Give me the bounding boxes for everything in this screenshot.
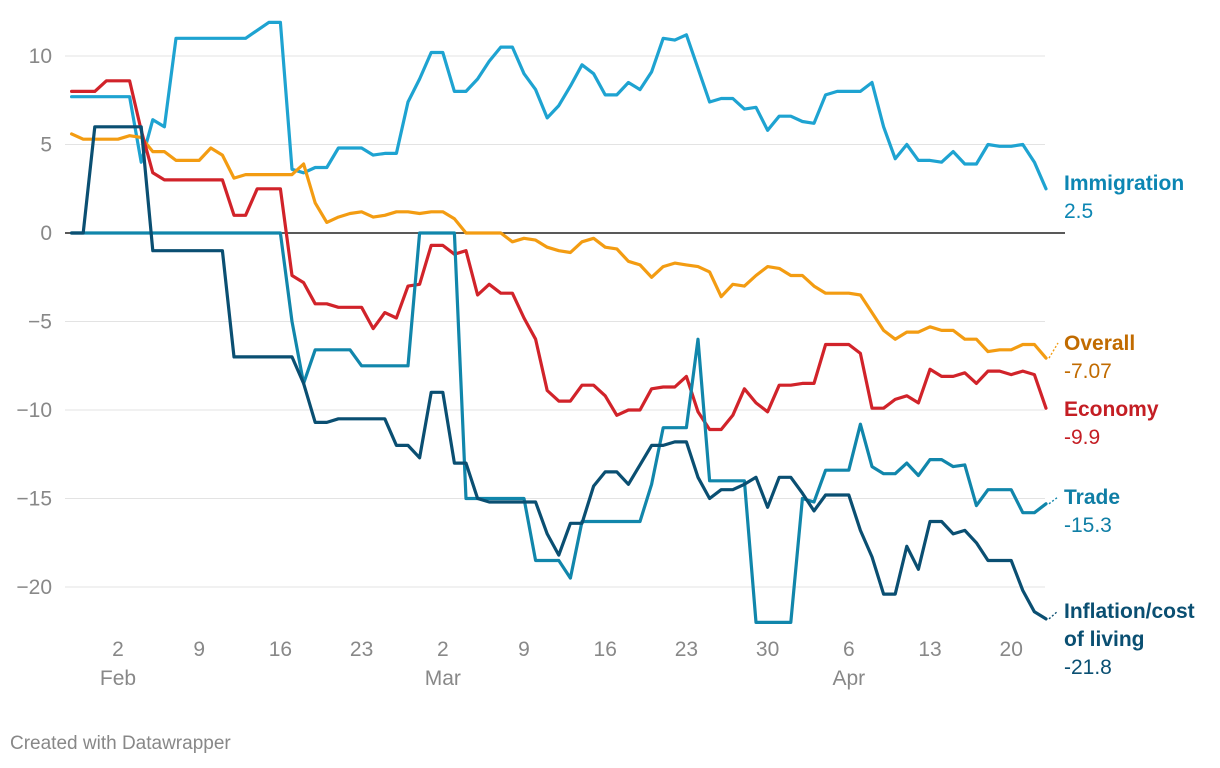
series-line-economy <box>70 79 1048 432</box>
y-tick-label: −15 <box>16 488 52 511</box>
x-tick-label: 16 <box>269 638 292 661</box>
y-tick-label: 5 <box>40 134 52 157</box>
x-tick-label: 23 <box>675 638 698 661</box>
x-tick-label: 9 <box>193 638 205 661</box>
series-name-label: Economy <box>1064 398 1159 421</box>
y-tick-label: 0 <box>40 222 52 245</box>
series-name-label: Inflation/cost <box>1064 600 1195 623</box>
y-tick-label: −10 <box>16 399 52 422</box>
x-month-label: Mar <box>425 667 461 690</box>
axes: 10 5 0 −5 −10 −15 −20 2 Feb 9 16 23 2 Mar 9 16 23 30 6 Apr 1… <box>16 45 1065 690</box>
series-line-immigration <box>70 20 1048 191</box>
x-tick-label: 20 <box>1000 638 1023 661</box>
series-final-value: 2.5 <box>1064 200 1093 223</box>
series-line-inflation-cost-of-living <box>70 125 1048 621</box>
x-tick-label: 23 <box>350 638 373 661</box>
series-name-label: of living <box>1064 628 1145 651</box>
gridlines <box>65 55 1045 588</box>
series-labels: Immigration 2.5 Overall -7.07 Economy -9.9 Tra… <box>1048 172 1195 679</box>
datawrapper-credit: Created with Datawrapper <box>10 733 231 754</box>
series-final-value: -7.07 <box>1064 360 1112 383</box>
x-tick-label: 6 <box>843 638 855 661</box>
x-tick-label: 2 <box>112 638 124 661</box>
series-lines <box>70 20 1048 624</box>
x-month-label: Feb <box>100 667 136 690</box>
series-name-label: Overall <box>1064 332 1135 355</box>
series-final-value: -15.3 <box>1064 514 1112 537</box>
label-connector-inflation-cost-of-living <box>1048 610 1059 620</box>
x-tick-label: 9 <box>518 638 530 661</box>
y-tick-label: 10 <box>29 45 52 68</box>
series-name-label: Immigration <box>1064 172 1184 195</box>
label-connector-overall <box>1048 342 1059 359</box>
label-connector-trade <box>1048 496 1059 505</box>
series-final-value: -9.9 <box>1064 426 1100 449</box>
x-tick-label: 13 <box>918 638 941 661</box>
series-line-overall <box>70 132 1048 360</box>
series-line-trade <box>70 231 1048 624</box>
x-month-label: Apr <box>832 667 865 690</box>
x-tick-label: 2 <box>437 638 449 661</box>
x-tick-label: 30 <box>756 638 779 661</box>
series-final-value: -21.8 <box>1064 656 1112 679</box>
y-tick-label: −20 <box>16 576 52 599</box>
y-tick-label: −5 <box>28 311 52 334</box>
x-tick-label: 16 <box>594 638 617 661</box>
series-name-label: Trade <box>1064 486 1120 509</box>
